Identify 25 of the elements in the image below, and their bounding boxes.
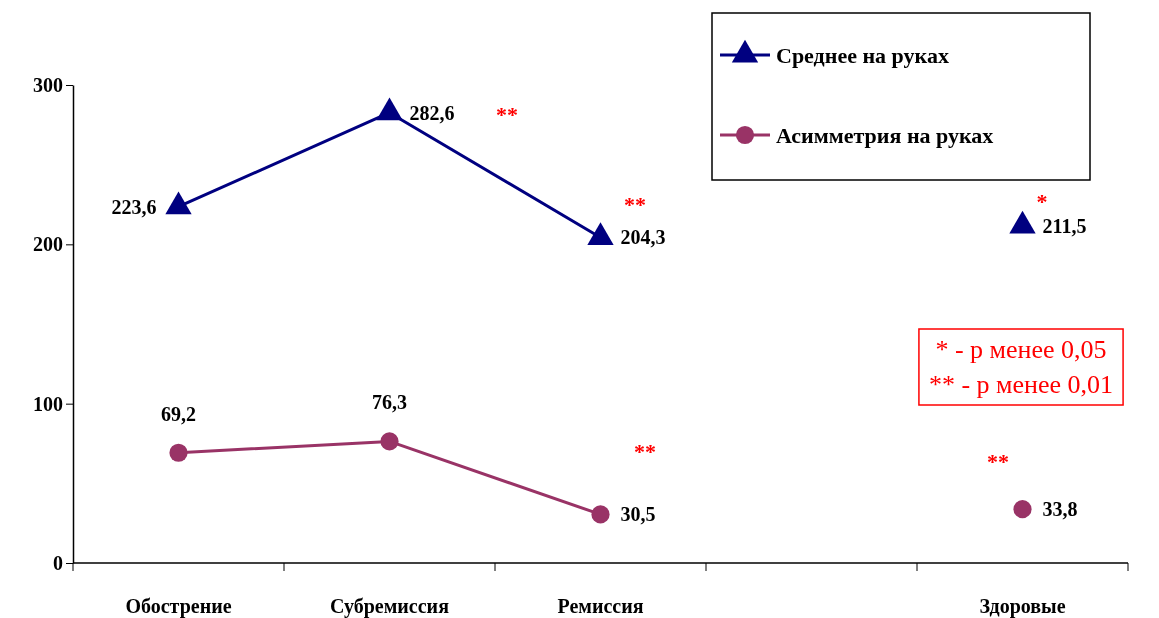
x-tick-label: Здоровые (979, 595, 1066, 618)
annotation: ** (624, 192, 646, 217)
annotation: ** (496, 102, 518, 127)
x-tick-label: Субремиссия (330, 595, 450, 618)
y-tick-label: 300 (33, 73, 63, 96)
annotation: ** - p менее 0,01 (928, 370, 1114, 399)
x-tick-label: Обострение (125, 595, 232, 618)
data-label: 223,6 (111, 195, 157, 218)
data-label: 33,8 (1042, 498, 1078, 521)
data-label: 282,6 (409, 101, 455, 124)
annotation: ** (987, 449, 1009, 474)
data-label: 76,3 (372, 391, 407, 414)
annotation: ** (634, 439, 656, 464)
y-tick-label: 100 (33, 392, 63, 415)
y-tick-label: 200 (33, 233, 63, 256)
annotation: * - p менее 0,05 (935, 335, 1107, 364)
data-label: 204,3 (620, 226, 666, 249)
x-tick-label: Ремиссия (557, 595, 644, 617)
data-label: 30,5 (620, 503, 656, 526)
data-label: 211,5 (1042, 215, 1087, 238)
data-label: 69,2 (161, 402, 196, 425)
y-tick-label: 0 (53, 551, 63, 574)
legend-label: Асимметрия на руках (776, 123, 994, 148)
legend-label: Среднее на руках (776, 43, 949, 68)
annotation: * (1036, 189, 1048, 214)
